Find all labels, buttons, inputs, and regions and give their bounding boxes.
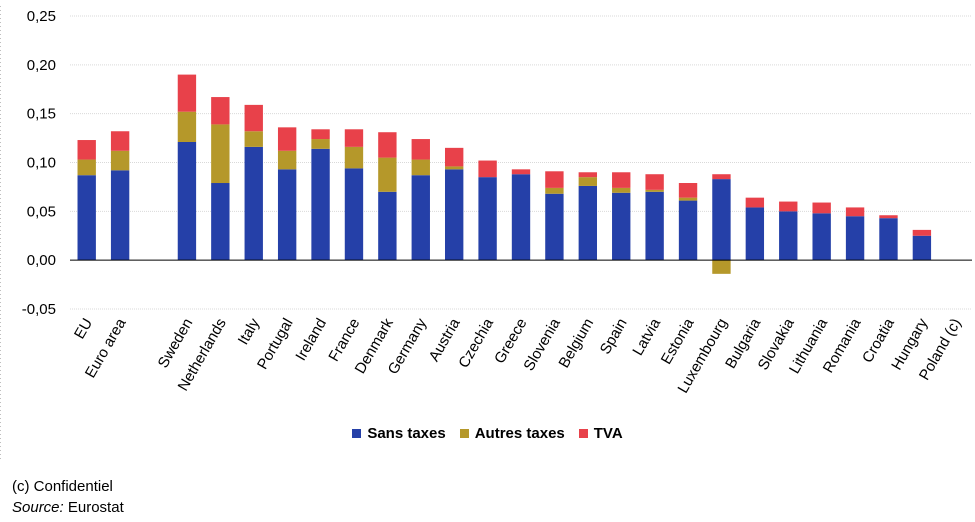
legend-label: Sans taxes <box>367 425 446 442</box>
y-tick-label: -0,05 <box>22 301 56 318</box>
bar-segment <box>344 146 364 169</box>
x-tick-label: Spain <box>597 316 631 358</box>
bar-segment <box>411 139 430 160</box>
bar-segment <box>645 189 664 192</box>
bar-segment <box>779 201 798 212</box>
bar-segment <box>511 169 531 175</box>
bar-segment <box>845 216 865 261</box>
legend-label: Autres taxes <box>474 425 565 442</box>
source-value: Eurostat <box>63 499 124 516</box>
bar-segment <box>244 146 263 261</box>
bar-segment <box>311 148 330 261</box>
bar-segment <box>812 202 831 214</box>
bar-segment <box>277 127 297 151</box>
bar-segment <box>411 159 430 176</box>
confidential-note: (c) Confidentiel <box>12 478 113 495</box>
y-tick-label: 0,20 <box>27 57 56 74</box>
bar-segment <box>712 174 731 180</box>
bar-segment <box>578 172 598 178</box>
bar-segment <box>745 197 765 208</box>
legend-swatch <box>352 429 362 438</box>
bar-segment <box>211 124 230 184</box>
bar-segment <box>110 170 130 261</box>
bar-segment <box>77 175 96 261</box>
y-tick-label: 0,10 <box>27 155 56 172</box>
bar-segment <box>177 111 197 142</box>
bar-segment <box>478 177 497 261</box>
bar-segment <box>612 187 631 193</box>
bar-segment <box>77 140 96 160</box>
bar-segment <box>110 150 130 171</box>
bar-segment <box>444 166 464 170</box>
y-tick-label: 0,25 <box>27 8 56 25</box>
source-note: Source: Eurostat <box>12 499 124 516</box>
bar-segment <box>344 168 364 261</box>
bar-segment <box>812 213 831 261</box>
bar-segment <box>845 207 865 217</box>
source-label: Source: <box>12 499 64 516</box>
bar-segment <box>311 139 330 149</box>
bar-segment <box>612 172 631 188</box>
y-tick-label: 0,00 <box>27 252 56 269</box>
legend-item: Autres taxes <box>459 425 565 442</box>
bar-segment <box>612 192 631 261</box>
bar-segment <box>177 74 197 112</box>
bar-segment <box>912 229 932 236</box>
bar-segment <box>311 129 330 140</box>
x-tick-label: Italy <box>235 315 264 348</box>
legend: Sans taxes Autres taxes TVA <box>0 425 975 442</box>
bar-segment <box>645 191 664 261</box>
bar-segment <box>244 131 263 147</box>
bar-segment <box>277 169 297 261</box>
bar-segment <box>277 150 297 170</box>
bar-segment <box>545 187 564 194</box>
bar-segment <box>211 97 230 125</box>
x-tick-label: EU <box>71 316 96 343</box>
bar-segment <box>745 207 765 261</box>
bar-segment <box>378 157 397 192</box>
bar-segment <box>645 174 664 190</box>
bar-segment <box>211 183 230 261</box>
bar-segment <box>678 183 698 198</box>
bar-segment <box>879 215 898 219</box>
bar-segment <box>511 174 531 261</box>
bar-segment <box>444 147 464 167</box>
x-tick-label: Latvia <box>629 315 664 359</box>
bar-segment <box>77 159 96 176</box>
legend-label: TVA <box>593 425 623 442</box>
bars <box>77 74 932 274</box>
bar-segment <box>712 260 731 274</box>
bar-segment <box>678 200 698 261</box>
bar-segment <box>545 171 564 188</box>
bar-segment <box>912 235 932 261</box>
bar-segment <box>411 175 430 261</box>
y-tick-label: 0,15 <box>27 106 56 123</box>
bar-segment <box>578 177 598 186</box>
bar-segment <box>712 179 731 261</box>
bar-segment <box>177 141 197 261</box>
legend-swatch <box>459 429 469 438</box>
y-tick-label: 0,05 <box>27 203 56 220</box>
bar-segment <box>678 197 698 201</box>
bar-segment <box>244 104 263 132</box>
legend-item: TVA <box>578 425 623 442</box>
bar-segment <box>444 169 464 261</box>
bar-segment <box>344 129 364 147</box>
bar-segment <box>545 193 564 261</box>
y-axis-ticks: -0,05 0,00 0,05 0,10 0,15 0,20 0,25 <box>22 8 56 318</box>
legend-swatch <box>578 429 588 438</box>
bar-segment <box>879 218 898 261</box>
bar-segment <box>779 211 798 261</box>
bar-segment <box>478 160 497 178</box>
legend-item: Sans taxes <box>352 425 446 442</box>
bar-segment <box>378 191 397 261</box>
bar-segment <box>578 185 598 261</box>
bar-segment <box>378 132 397 158</box>
bar-segment <box>110 131 130 151</box>
